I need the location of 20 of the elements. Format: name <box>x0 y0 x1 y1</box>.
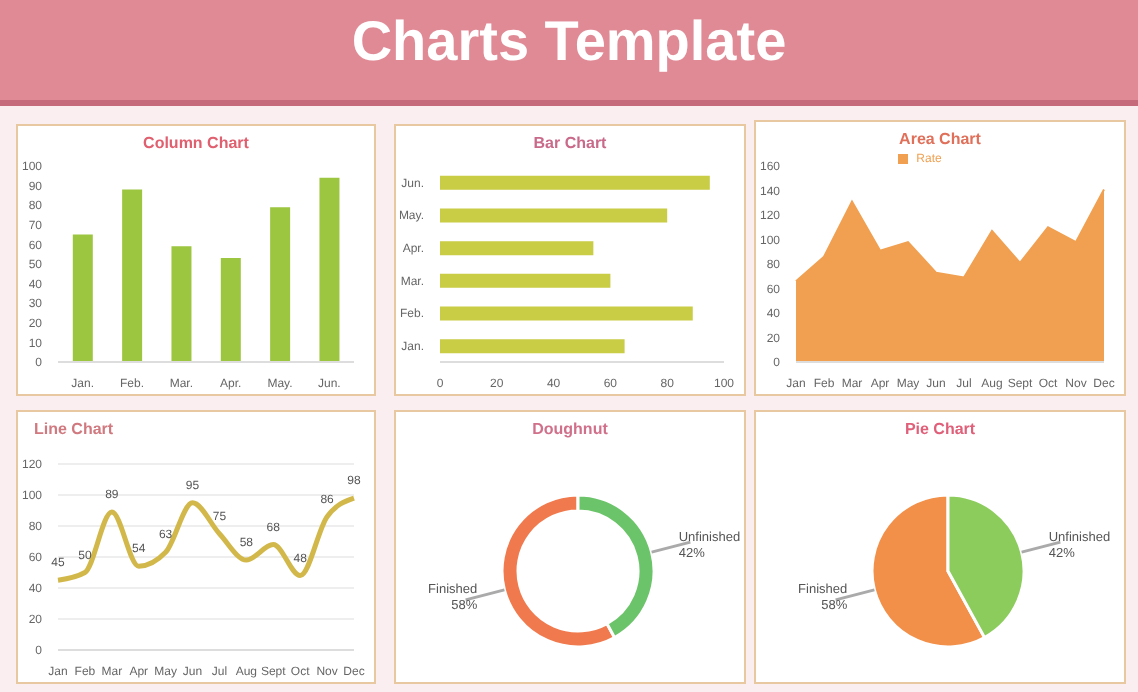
bar <box>319 177 340 362</box>
chart-title: Pie Chart <box>902 420 978 442</box>
bar <box>440 175 710 190</box>
bar <box>72 234 93 362</box>
text: Charts Template <box>349 8 789 76</box>
line-series <box>55 495 357 583</box>
bar <box>440 241 594 256</box>
chart-title: Area Chart <box>897 130 983 152</box>
chart-title: Doughnut <box>530 420 610 442</box>
chart-title: Bar Chart <box>531 134 609 156</box>
bar <box>440 273 611 288</box>
chart-title: Line Chart <box>32 420 116 442</box>
bar <box>440 208 668 223</box>
chart-title: Column Chart <box>141 134 251 156</box>
bar <box>220 258 241 362</box>
bar <box>270 207 291 362</box>
bar <box>171 246 192 362</box>
bar <box>440 339 625 354</box>
bar <box>440 306 693 321</box>
bar <box>122 189 143 362</box>
